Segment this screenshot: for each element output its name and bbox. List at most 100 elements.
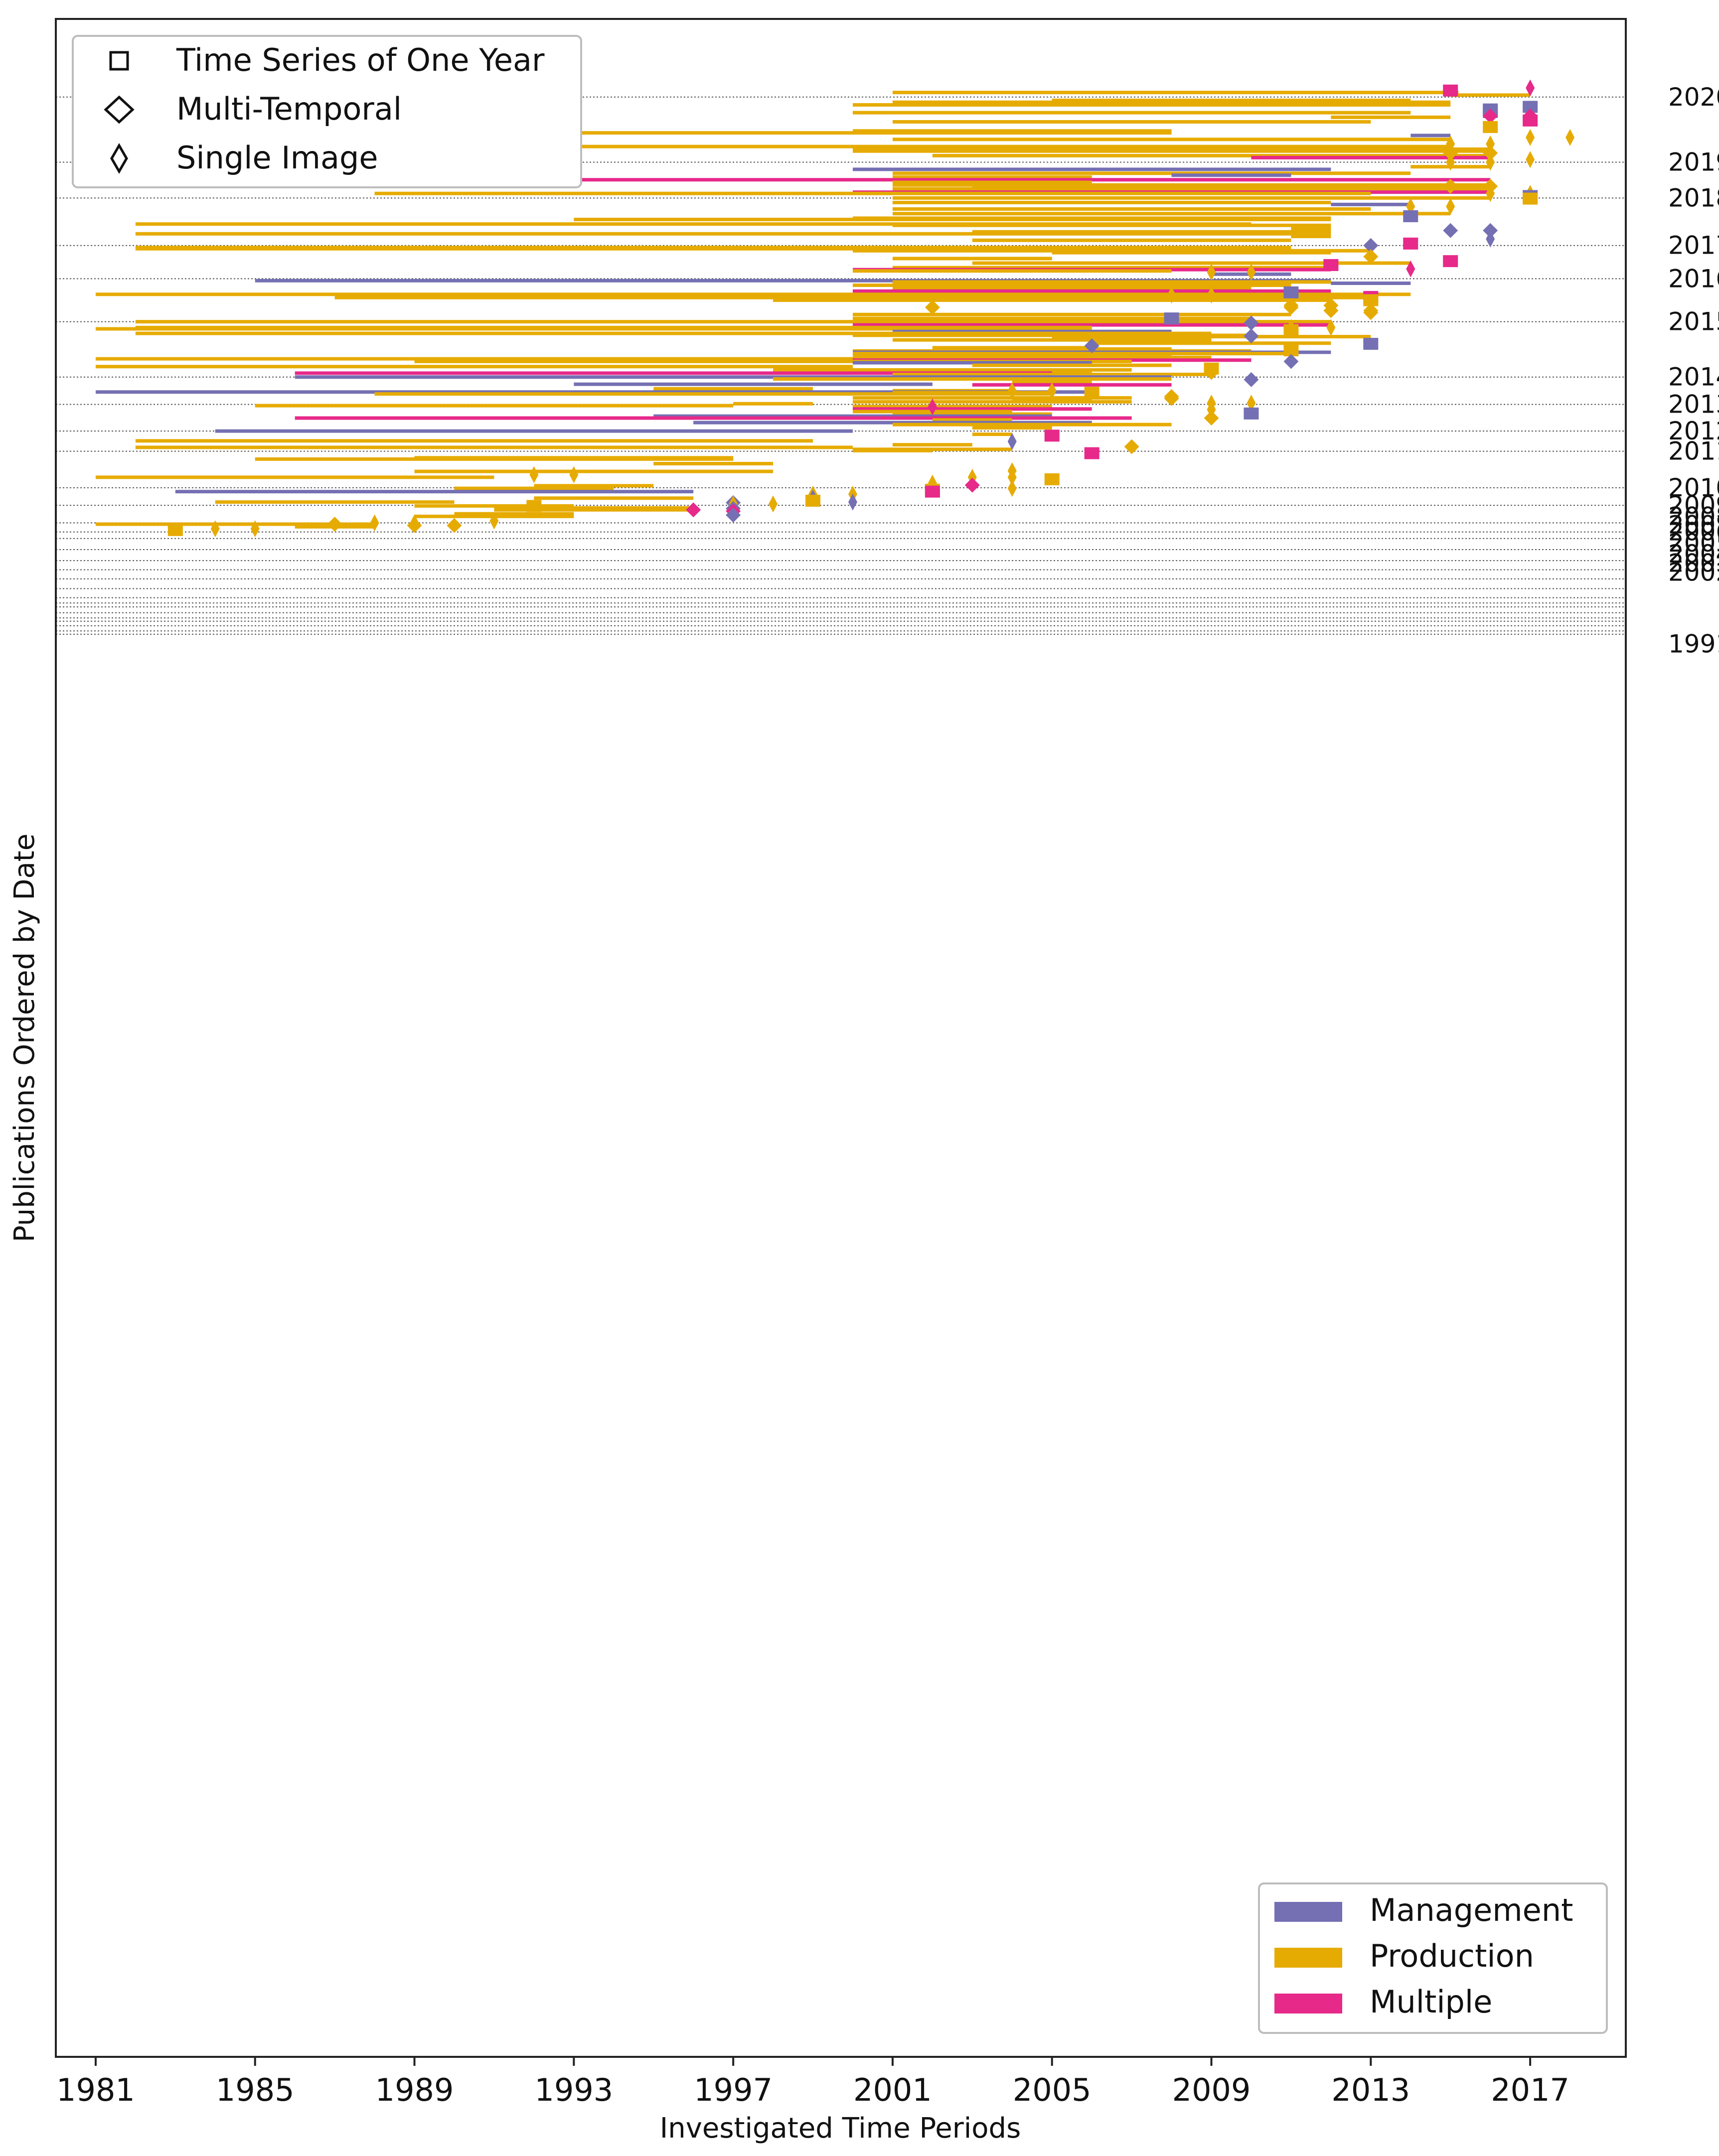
diamond-marker [1124,439,1139,454]
legend-square-icon [109,51,129,71]
diamond-marker [1443,178,1458,194]
legend-square-label: Time Series of One Year [176,42,545,78]
year-label: 2019 [1668,147,1719,176]
thin-diamond-marker [489,512,499,530]
square-marker [805,494,821,507]
thin-diamond-marker [1007,433,1017,450]
diamond-marker [726,507,741,523]
thin-diamond-marker [1247,264,1256,281]
square-marker [1084,447,1099,459]
diamond-marker [1084,338,1099,353]
square-marker [1283,324,1299,336]
thin-diamond-marker [1526,129,1535,146]
year-label: 2005 [1668,529,1719,558]
thin-diamond-marker [569,466,579,483]
square-marker [1443,255,1458,268]
thin-diamond-marker [210,520,220,538]
diamond-marker [1283,299,1299,315]
diamond-marker [1363,238,1379,253]
square-marker [167,524,183,536]
diamond-marker [964,477,980,493]
x-tick-label: 1989 [375,2072,454,2108]
square-marker [1084,387,1099,399]
thin-diamond-marker [848,493,857,511]
thin-diamond-marker [1007,480,1017,497]
square-marker [1483,121,1498,133]
diamond-marker [1204,411,1219,426]
square-marker [1164,312,1179,325]
square-marker [1523,114,1538,127]
square-marker [1244,407,1259,420]
year-label: 2020 [1668,83,1719,112]
diamond-marker [1483,145,1498,161]
publication-period-lines [95,91,1531,529]
square-marker [1044,473,1060,485]
thin-diamond-marker [1047,382,1057,400]
plot-frame [55,18,1627,2058]
thin-diamond-marker [1207,264,1216,281]
square-marker [1403,210,1418,222]
legend-production-swatch [1274,1948,1342,1968]
diamond-marker [327,517,342,532]
diamond-marker [1363,305,1379,320]
diamond-marker [1204,365,1219,380]
thin-diamond-marker [1326,319,1336,336]
x-tick-label: 1981 [56,2072,135,2108]
year-label: 2007 [1668,510,1719,539]
thin-diamond-marker [928,398,937,416]
square-marker [1323,259,1339,271]
square-marker [1363,338,1379,350]
diamond-marker [1244,315,1259,331]
thin-diamond-marker [1446,198,1455,215]
thin-diamond-marker [1486,153,1495,171]
x-tick-label: 2001 [853,2072,932,2108]
marker-legend-box [72,35,582,188]
thin-diamond-marker [1526,151,1535,168]
year-label: 2013 [1668,390,1719,419]
diamond-marker [925,299,940,315]
diamond-marker [1323,303,1339,318]
year-label: 2016 [1668,264,1719,293]
thin-diamond-marker [1167,287,1176,304]
x-axis: 1981 1985 1989 1993 1997 2001 2005 2009 2013 2017 [56,2057,1569,2108]
year-label: 2004 [1668,540,1719,569]
publication-markers [167,79,1575,538]
thin-diamond-marker [1526,79,1535,97]
thin-diamond-marker [1486,185,1495,202]
year-label: 2003 [1668,549,1719,577]
thin-diamond-marker [250,520,260,538]
year-label: 2018 [1668,183,1719,212]
thin-diamond-marker [769,495,778,513]
year-label: 2017 [1668,231,1719,260]
legend-multiple-label: Multiple [1370,1984,1492,2020]
thin-diamond-marker [1007,382,1017,400]
thin-diamond-marker [1565,129,1575,146]
diamond-marker [1363,249,1379,264]
year-label: 2011 [1668,437,1719,466]
year-label: 2015 [1668,307,1719,336]
year-labels: 2020 2019 2018 2017 2016 2015 2014201320122011… [1668,83,1719,659]
legend-thin-diamond-icon [110,143,128,174]
year-label: 2008 [1668,502,1719,531]
thin-diamond-marker [370,514,379,532]
thin-diamond-marker [1446,153,1455,171]
square-marker [1443,84,1458,97]
diamond-marker [1443,145,1458,161]
legend-management-label: Management [1370,1892,1573,1928]
category-legend: Management Production Multiple [1258,1882,1608,2034]
legend-thin-diamond-label: Single Image [176,140,378,176]
square-marker [1044,430,1060,442]
legend-diamond-icon [104,95,135,124]
diamond-marker [1443,223,1458,238]
square-marker [925,485,940,498]
marker-legend: Time Series of One Year Multi-Temporal S… [72,35,582,188]
x-tick-label: 2013 [1331,2072,1410,2108]
year-label: 2014 [1668,363,1719,392]
diamond-marker [1244,328,1259,344]
diamond-marker [1244,372,1259,387]
diamond-marker [686,502,701,518]
